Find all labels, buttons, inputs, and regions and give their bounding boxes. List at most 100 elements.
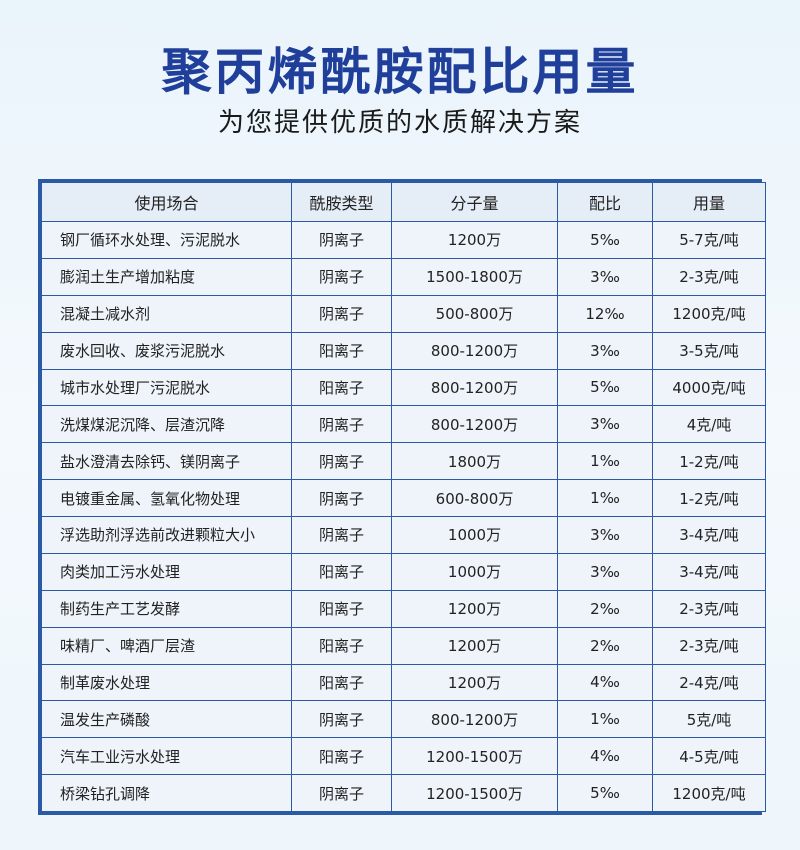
cell-ratio: 4‰ xyxy=(557,663,653,702)
column-header-dosage: 用量 xyxy=(652,182,766,222)
cell-application: 电镀重金属、氢氧化物处理 xyxy=(41,479,292,517)
cell-ratio: 5‰ xyxy=(557,774,653,812)
cell-type: 阴离子 xyxy=(291,294,392,333)
cell-molecular-weight: 800-1200万 xyxy=(391,331,558,370)
table-row: 肉类加工污水处理 阳离子 1000万 3‰ 3-4克/吨 xyxy=(41,552,766,591)
cell-type: 阳离子 xyxy=(291,589,392,628)
cell-ratio: 12‰ xyxy=(557,294,653,333)
cell-dosage: 2-3克/吨 xyxy=(652,626,766,665)
cell-molecular-weight: 800-1200万 xyxy=(391,700,558,739)
cell-application: 浮选助剂浮选前改进颗粒大小 xyxy=(41,516,292,554)
table-row: 混凝土减水剂 阴离子 500-800万 12‰ 1200克/吨 xyxy=(41,294,766,333)
table-row: 制药生产工艺发酵 阳离子 1200万 2‰ 2-3克/吨 xyxy=(41,589,766,628)
cell-dosage: 4000克/吨 xyxy=(652,368,766,407)
cell-dosage: 1-2克/吨 xyxy=(652,479,766,517)
table-row: 浮选助剂浮选前改进颗粒大小 阴离子 1000万 3‰ 3-4克/吨 xyxy=(41,516,766,554)
cell-ratio: 3‰ xyxy=(557,516,653,554)
cell-dosage: 4克/吨 xyxy=(652,405,766,444)
cell-molecular-weight: 1200-1500万 xyxy=(391,737,558,776)
cell-ratio: 4‰ xyxy=(557,737,653,776)
dosage-table-container: 使用场合 酰胺类型 分子量 配比 用量 钢厂循环水处理、污泥脱水 阴离子 1200万… xyxy=(38,179,766,815)
page-title: 聚丙烯酰胺配比用量 xyxy=(161,43,639,101)
page-subtitle: 为您提供优质的水质解决方案 xyxy=(217,108,582,138)
cell-application: 味精厂、啤酒厂层渣 xyxy=(41,626,292,665)
table-row: 制革废水处理 阳离子 1200万 4‰ 2-4克/吨 xyxy=(41,663,766,702)
cell-molecular-weight: 1200万 xyxy=(391,626,558,665)
cell-application: 制药生产工艺发酵 xyxy=(41,589,292,628)
cell-molecular-weight: 1000万 xyxy=(391,552,558,591)
cell-molecular-weight: 800-1200万 xyxy=(391,368,558,407)
cell-application: 钢厂循环水处理、污泥脱水 xyxy=(41,221,292,259)
dosage-table: 使用场合 酰胺类型 分子量 配比 用量 钢厂循环水处理、污泥脱水 阴离子 1200万… xyxy=(41,182,766,812)
cell-dosage: 3-5克/吨 xyxy=(652,331,766,370)
cell-molecular-weight: 1200万 xyxy=(391,221,558,259)
cell-ratio: 5‰ xyxy=(557,221,653,259)
table-row: 废水回收、废浆污泥脱水 阳离子 800-1200万 3‰ 3-5克/吨 xyxy=(41,331,766,370)
cell-dosage: 3-4克/吨 xyxy=(652,552,766,591)
cell-type: 阳离子 xyxy=(291,737,392,776)
cell-type: 阴离子 xyxy=(291,774,392,812)
table-row: 城市水处理厂污泥脱水 阳离子 800-1200万 5‰ 4000克/吨 xyxy=(41,368,766,407)
table-row: 钢厂循环水处理、污泥脱水 阴离子 1200万 5‰ 5-7克/吨 xyxy=(41,221,766,259)
cell-dosage: 2-3克/吨 xyxy=(652,589,766,628)
cell-application: 肉类加工污水处理 xyxy=(41,552,292,591)
cell-type: 阴离子 xyxy=(291,700,392,739)
table-row: 味精厂、啤酒厂层渣 阳离子 1200万 2‰ 2-3克/吨 xyxy=(41,626,766,665)
cell-ratio: 3‰ xyxy=(557,331,653,370)
cell-application: 混凝土减水剂 xyxy=(41,294,292,333)
cell-ratio: 2‰ xyxy=(557,626,653,665)
table-row: 电镀重金属、氢氧化物处理 阴离子 600-800万 1‰ 1-2克/吨 xyxy=(41,479,766,517)
table-row: 盐水澄清去除钙、镁阴离子 阴离子 1800万 1‰ 1-2克/吨 xyxy=(41,442,766,481)
table-row: 汽车工业污水处理 阳离子 1200-1500万 4‰ 4-5克/吨 xyxy=(41,737,766,776)
cell-dosage: 2-3克/吨 xyxy=(652,257,766,296)
cell-dosage: 2-4克/吨 xyxy=(652,663,766,702)
table-body: 钢厂循环水处理、污泥脱水 阴离子 1200万 5‰ 5-7克/吨 膨润土生产增加粘度 阴离子… xyxy=(41,221,766,812)
cell-dosage: 4-5克/吨 xyxy=(652,737,766,776)
cell-type: 阳离子 xyxy=(291,331,392,370)
cell-application: 制革废水处理 xyxy=(41,663,292,702)
cell-ratio: 3‰ xyxy=(557,257,653,296)
cell-type: 阴离子 xyxy=(291,516,392,554)
table-row: 洗煤煤泥沉降、层渣沉降 阴离子 800-1200万 3‰ 4克/吨 xyxy=(41,405,766,444)
cell-ratio: 2‰ xyxy=(557,589,653,628)
cell-application: 膨润土生产增加粘度 xyxy=(41,257,292,296)
cell-ratio: 3‰ xyxy=(557,552,653,591)
cell-ratio: 1‰ xyxy=(557,700,653,739)
cell-application: 温发生产磷酸 xyxy=(41,700,292,739)
table-row: 温发生产磷酸 阴离子 800-1200万 1‰ 5克/吨 xyxy=(41,700,766,739)
cell-molecular-weight: 1200万 xyxy=(391,663,558,702)
table-row: 桥梁钻孔调降 阴离子 1200-1500万 5‰ 1200克/吨 xyxy=(41,774,766,812)
cell-ratio: 5‰ xyxy=(557,368,653,407)
table-header-row: 使用场合 酰胺类型 分子量 配比 用量 xyxy=(41,182,766,222)
cell-molecular-weight: 500-800万 xyxy=(391,294,558,333)
cell-molecular-weight: 1200万 xyxy=(391,589,558,628)
cell-dosage: 3-4克/吨 xyxy=(652,516,766,554)
cell-type: 阳离子 xyxy=(291,626,392,665)
cell-application: 洗煤煤泥沉降、层渣沉降 xyxy=(41,405,292,444)
cell-dosage: 5克/吨 xyxy=(652,700,766,739)
cell-type: 阳离子 xyxy=(291,368,392,407)
cell-ratio: 3‰ xyxy=(557,405,653,444)
column-header-ratio: 配比 xyxy=(557,182,653,222)
cell-dosage: 5-7克/吨 xyxy=(652,221,766,259)
cell-application: 汽车工业污水处理 xyxy=(41,737,292,776)
column-header-application: 使用场合 xyxy=(41,182,292,222)
table-row: 膨润土生产增加粘度 阴离子 1500-1800万 3‰ 2-3克/吨 xyxy=(41,257,766,296)
cell-dosage: 1200克/吨 xyxy=(652,294,766,333)
cell-molecular-weight: 800-1200万 xyxy=(391,405,558,444)
column-header-type: 酰胺类型 xyxy=(291,182,392,222)
cell-dosage: 1200克/吨 xyxy=(652,774,766,812)
cell-application: 盐水澄清去除钙、镁阴离子 xyxy=(41,442,292,481)
cell-type: 阴离子 xyxy=(291,257,392,296)
cell-application: 城市水处理厂污泥脱水 xyxy=(41,368,292,407)
cell-molecular-weight: 1000万 xyxy=(391,516,558,554)
cell-molecular-weight: 1800万 xyxy=(391,442,558,481)
cell-type: 阴离子 xyxy=(291,405,392,444)
cell-application: 桥梁钻孔调降 xyxy=(41,774,292,812)
column-header-molecular-weight: 分子量 xyxy=(391,182,558,222)
cell-ratio: 1‰ xyxy=(557,442,653,481)
cell-type: 阳离子 xyxy=(291,663,392,702)
cell-type: 阴离子 xyxy=(291,221,392,259)
cell-dosage: 1-2克/吨 xyxy=(652,442,766,481)
cell-molecular-weight: 600-800万 xyxy=(391,479,558,517)
